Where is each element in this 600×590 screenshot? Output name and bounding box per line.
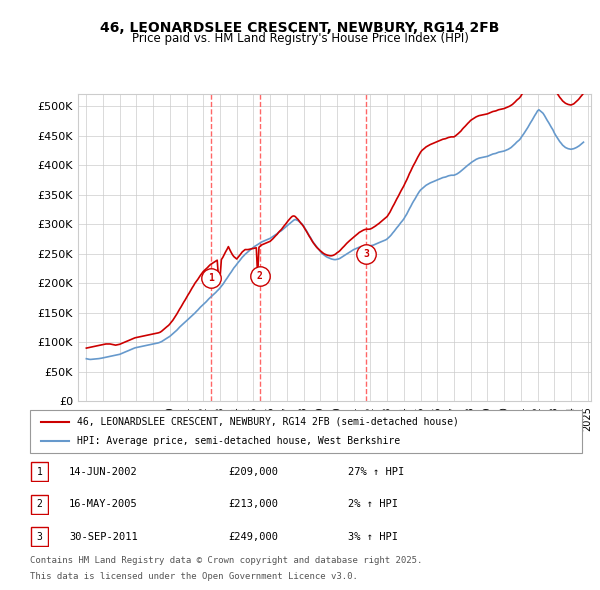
- FancyBboxPatch shape: [30, 410, 582, 453]
- Text: 1: 1: [37, 467, 43, 477]
- Text: Price paid vs. HM Land Registry's House Price Index (HPI): Price paid vs. HM Land Registry's House …: [131, 32, 469, 45]
- Text: 2: 2: [257, 271, 263, 280]
- Text: 14-JUN-2002: 14-JUN-2002: [69, 467, 138, 477]
- Text: 1: 1: [208, 273, 214, 283]
- Text: This data is licensed under the Open Government Licence v3.0.: This data is licensed under the Open Gov…: [30, 572, 358, 581]
- Text: Contains HM Land Registry data © Crown copyright and database right 2025.: Contains HM Land Registry data © Crown c…: [30, 556, 422, 565]
- FancyBboxPatch shape: [31, 527, 48, 546]
- Text: 27% ↑ HPI: 27% ↑ HPI: [348, 467, 404, 477]
- Text: 3: 3: [37, 532, 43, 542]
- Text: 46, LEONARDSLEE CRESCENT, NEWBURY, RG14 2FB (semi-detached house): 46, LEONARDSLEE CRESCENT, NEWBURY, RG14 …: [77, 417, 459, 427]
- Text: £249,000: £249,000: [228, 532, 278, 542]
- Text: 2% ↑ HPI: 2% ↑ HPI: [348, 499, 398, 509]
- Text: £209,000: £209,000: [228, 467, 278, 477]
- Text: 2: 2: [37, 499, 43, 509]
- Text: HPI: Average price, semi-detached house, West Berkshire: HPI: Average price, semi-detached house,…: [77, 435, 400, 445]
- FancyBboxPatch shape: [31, 462, 48, 481]
- Text: £213,000: £213,000: [228, 499, 278, 509]
- Text: 46, LEONARDSLEE CRESCENT, NEWBURY, RG14 2FB: 46, LEONARDSLEE CRESCENT, NEWBURY, RG14 …: [100, 21, 500, 35]
- FancyBboxPatch shape: [31, 494, 48, 514]
- Text: 30-SEP-2011: 30-SEP-2011: [69, 532, 138, 542]
- Text: 16-MAY-2005: 16-MAY-2005: [69, 499, 138, 509]
- Text: 3% ↑ HPI: 3% ↑ HPI: [348, 532, 398, 542]
- Text: 3: 3: [364, 250, 369, 259]
